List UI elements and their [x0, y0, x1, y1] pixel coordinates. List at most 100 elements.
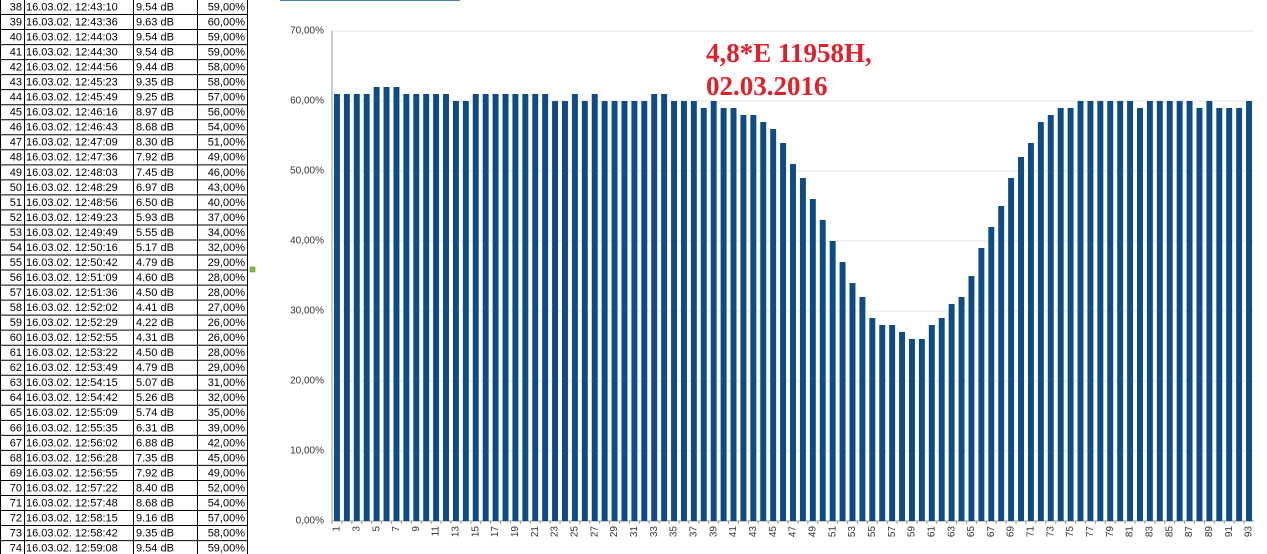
bar	[641, 101, 648, 521]
x-tick-label: 75	[1065, 526, 1076, 538]
row-index: 55	[10, 257, 22, 269]
bar	[1236, 108, 1243, 521]
db-value: 8.30 dB	[136, 137, 174, 149]
timestamp: 16.03.02. 12:43:10	[26, 1, 118, 13]
y-tick-label: 10,00%	[290, 446, 324, 457]
x-tick-label: 91	[1224, 526, 1235, 538]
x-tick-label: 9	[411, 526, 422, 532]
bar	[760, 122, 767, 521]
x-tick-label: 39	[708, 526, 719, 538]
row-index: 54	[10, 242, 22, 254]
bar	[413, 94, 420, 521]
timestamp: 16.03.02. 12:55:09	[26, 407, 118, 419]
bar	[1216, 108, 1223, 521]
percent-value: 28,00%	[208, 272, 246, 284]
percent-value: 59,00%	[208, 543, 246, 554]
x-tick-label: 81	[1125, 526, 1136, 538]
db-value: 8.97 dB	[136, 107, 174, 119]
x-tick-label: 47	[788, 526, 799, 538]
bar	[819, 220, 826, 521]
db-value: 6.50 dB	[136, 197, 174, 209]
percent-value: 58,00%	[208, 62, 246, 74]
percent-value: 60,00%	[208, 16, 246, 28]
x-tick-label: 67	[986, 526, 997, 538]
db-value: 8.68 dB	[136, 122, 174, 134]
bar	[988, 227, 995, 521]
db-value: 5.17 dB	[136, 242, 174, 254]
timestamp: 16.03.02. 12:52:29	[26, 317, 118, 329]
bar	[1137, 108, 1143, 521]
x-tick-label: 7	[391, 526, 402, 532]
timestamp: 16.03.02. 12:54:42	[26, 392, 118, 404]
timestamp: 16.03.02. 12:43:36	[26, 16, 118, 28]
timestamp: 16.03.02. 12:45:49	[26, 92, 118, 104]
row-index: 43	[10, 77, 22, 89]
bar	[958, 297, 965, 521]
timestamp: 16.03.02. 12:48:56	[26, 197, 118, 209]
row-index: 72	[10, 512, 22, 524]
x-tick-label: 51	[827, 526, 838, 538]
bar	[1176, 101, 1183, 521]
row-index: 52	[10, 212, 22, 224]
x-tick-label: 45	[768, 526, 779, 538]
row-index: 60	[10, 332, 22, 344]
db-value: 9.44 dB	[136, 62, 174, 74]
x-tick-label: 69	[1006, 526, 1017, 538]
bar	[433, 94, 440, 521]
y-tick-label: 20,00%	[290, 376, 324, 387]
bar	[452, 101, 459, 521]
bar	[1107, 101, 1114, 521]
y-tick-label: 30,00%	[290, 306, 324, 317]
bar	[918, 339, 925, 521]
timestamp: 16.03.02. 12:48:03	[26, 167, 118, 179]
timestamp: 16.03.02. 12:47:09	[26, 137, 118, 149]
x-tick-label: 63	[946, 526, 957, 538]
db-value: 5.26 dB	[136, 392, 174, 404]
percent-value: 26,00%	[208, 317, 246, 329]
bar	[790, 164, 796, 521]
percent-value: 40,00%	[208, 197, 246, 209]
bar	[552, 101, 559, 521]
bar	[1037, 122, 1044, 521]
row-index: 71	[10, 497, 22, 509]
db-value: 4.22 dB	[136, 317, 174, 329]
timestamp: 16.03.02. 12:49:49	[26, 227, 118, 239]
db-value: 9.63 dB	[136, 16, 174, 28]
bar	[968, 276, 975, 521]
percent-value: 42,00%	[208, 437, 246, 449]
chart-title: 4,8*E 11958H,	[706, 38, 872, 68]
db-value: 4.41 dB	[136, 302, 174, 314]
db-value: 4.31 dB	[136, 332, 174, 344]
bar	[1018, 157, 1024, 521]
bar	[1117, 101, 1124, 521]
timestamp: 16.03.02. 12:45:23	[26, 77, 118, 89]
row-index: 74	[10, 543, 22, 554]
y-tick-label: 40,00%	[290, 236, 324, 247]
bar	[383, 87, 390, 521]
percent-value: 35,00%	[208, 407, 246, 419]
db-value: 8.40 dB	[136, 482, 174, 494]
timestamp: 16.03.02. 12:47:36	[26, 152, 118, 164]
x-tick-label: 35	[669, 526, 680, 538]
percent-value: 57,00%	[208, 92, 246, 104]
x-tick-label: 65	[966, 526, 977, 538]
bar	[353, 94, 360, 521]
x-tick-label: 59	[907, 526, 918, 538]
bar	[522, 94, 529, 521]
bar	[1156, 101, 1163, 521]
bar	[1047, 115, 1054, 521]
percent-value: 58,00%	[208, 77, 246, 89]
row-index: 67	[10, 437, 22, 449]
bar	[1027, 143, 1034, 521]
bar	[661, 94, 668, 521]
y-tick-label: 60,00%	[290, 96, 324, 107]
x-tick-label: 25	[570, 526, 581, 538]
percent-value: 32,00%	[208, 242, 246, 254]
bar	[750, 115, 757, 521]
selection-handle[interactable]	[249, 266, 256, 273]
bar	[720, 108, 727, 521]
db-value: 4.50 dB	[136, 287, 174, 299]
timestamp: 16.03.02. 12:54:15	[26, 377, 118, 389]
percent-value: 49,00%	[208, 467, 246, 479]
x-tick-label: 71	[1026, 526, 1037, 538]
